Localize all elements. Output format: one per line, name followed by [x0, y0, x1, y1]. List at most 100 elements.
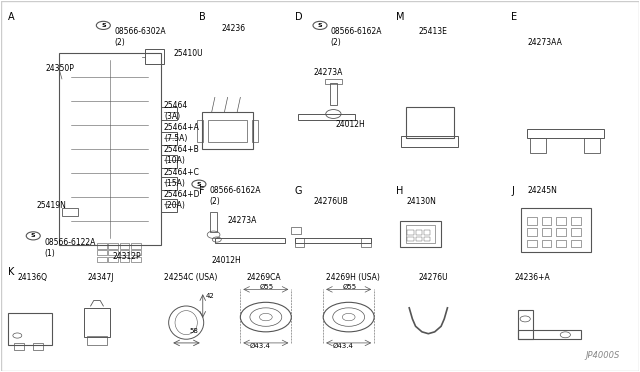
Text: 24136Q: 24136Q — [17, 273, 47, 282]
Bar — [14, 343, 24, 350]
Bar — [298, 114, 355, 119]
Bar — [407, 237, 413, 241]
Bar — [161, 177, 177, 190]
Text: 08566-6162A
(2): 08566-6162A (2) — [210, 186, 261, 206]
Text: S: S — [196, 182, 201, 187]
Text: Ø55: Ø55 — [342, 284, 356, 290]
Bar — [556, 217, 566, 225]
Bar — [59, 53, 161, 245]
Bar — [362, 238, 371, 247]
Bar — [120, 257, 129, 262]
Bar — [556, 240, 566, 247]
Bar — [215, 238, 285, 243]
Text: 25464+C
(15A): 25464+C (15A) — [164, 167, 200, 187]
Bar — [556, 228, 566, 236]
Text: F: F — [199, 186, 205, 196]
Bar — [145, 49, 164, 64]
Text: 42: 42 — [205, 293, 214, 299]
Bar — [401, 136, 458, 147]
Text: G: G — [294, 186, 302, 196]
Bar — [406, 107, 454, 138]
Bar — [527, 217, 537, 225]
Bar — [415, 237, 422, 241]
Bar — [527, 228, 537, 236]
Bar — [197, 119, 204, 142]
Bar — [161, 155, 177, 167]
Text: K: K — [8, 267, 14, 277]
Text: 25410U: 25410U — [173, 49, 203, 58]
Text: Ø43.4: Ø43.4 — [333, 343, 354, 349]
Text: 24012H: 24012H — [336, 119, 365, 129]
Text: 58: 58 — [189, 328, 198, 334]
Text: 08566-6122A
(1): 08566-6122A (1) — [44, 238, 95, 258]
Bar — [97, 257, 106, 262]
Bar — [541, 240, 551, 247]
Bar — [62, 208, 78, 215]
Bar — [8, 313, 52, 345]
Text: S: S — [317, 23, 323, 28]
Bar — [161, 132, 177, 145]
Text: Ø55: Ø55 — [259, 284, 273, 290]
Bar — [541, 228, 551, 236]
Bar — [211, 212, 217, 232]
Bar — [108, 243, 118, 249]
Bar — [97, 250, 106, 256]
Bar — [108, 257, 118, 262]
Text: D: D — [294, 13, 302, 22]
Bar — [131, 243, 141, 249]
Bar — [131, 250, 141, 256]
Bar — [291, 227, 301, 234]
Text: 24236: 24236 — [221, 23, 245, 32]
Bar — [407, 230, 413, 235]
Text: 24273A: 24273A — [228, 215, 257, 225]
Text: 24276U: 24276U — [419, 273, 449, 282]
Bar — [518, 330, 581, 339]
Bar — [33, 343, 43, 350]
Text: S: S — [31, 233, 36, 238]
Bar — [531, 138, 546, 153]
Bar — [571, 240, 580, 247]
Bar — [541, 217, 551, 225]
Text: 24012H: 24012H — [212, 256, 241, 265]
Text: M: M — [396, 13, 405, 22]
Bar — [252, 119, 258, 142]
Bar — [399, 221, 441, 247]
Bar — [131, 257, 141, 262]
Bar — [424, 230, 430, 235]
Text: 24276UB: 24276UB — [314, 197, 348, 206]
Text: 24273AA: 24273AA — [527, 38, 562, 47]
Bar — [406, 225, 435, 243]
Bar — [424, 237, 430, 241]
Text: B: B — [199, 13, 205, 22]
Text: 24347J: 24347J — [88, 273, 114, 282]
Bar — [571, 217, 580, 225]
Text: 24269H (USA): 24269H (USA) — [326, 273, 380, 282]
Text: 25464+D
(20A): 25464+D (20A) — [164, 190, 200, 210]
Bar — [97, 243, 106, 249]
Text: 24254C (USA): 24254C (USA) — [164, 273, 217, 282]
Bar — [415, 230, 422, 235]
Bar — [325, 79, 342, 84]
Text: 24350P: 24350P — [46, 64, 75, 73]
Text: H: H — [396, 186, 404, 196]
Bar — [84, 308, 109, 337]
Text: 24236+A: 24236+A — [515, 273, 550, 282]
Text: 25464+A
(7.5A): 25464+A (7.5A) — [164, 123, 200, 143]
Text: 25419N: 25419N — [36, 201, 67, 210]
Bar — [161, 107, 177, 119]
Bar — [584, 138, 600, 153]
Text: JP4000S: JP4000S — [585, 350, 620, 359]
Bar — [521, 208, 591, 253]
Bar — [120, 243, 129, 249]
Text: 25413E: 25413E — [419, 27, 447, 36]
Bar — [202, 112, 253, 149]
Bar — [571, 228, 580, 236]
Bar — [88, 336, 106, 345]
Bar — [294, 238, 371, 243]
Bar — [161, 199, 177, 212]
Bar — [527, 129, 604, 138]
Text: 25464
(3A): 25464 (3A) — [164, 101, 188, 121]
Text: 24273A: 24273A — [314, 68, 343, 77]
Bar — [209, 119, 246, 142]
Text: 24130N: 24130N — [406, 197, 436, 206]
